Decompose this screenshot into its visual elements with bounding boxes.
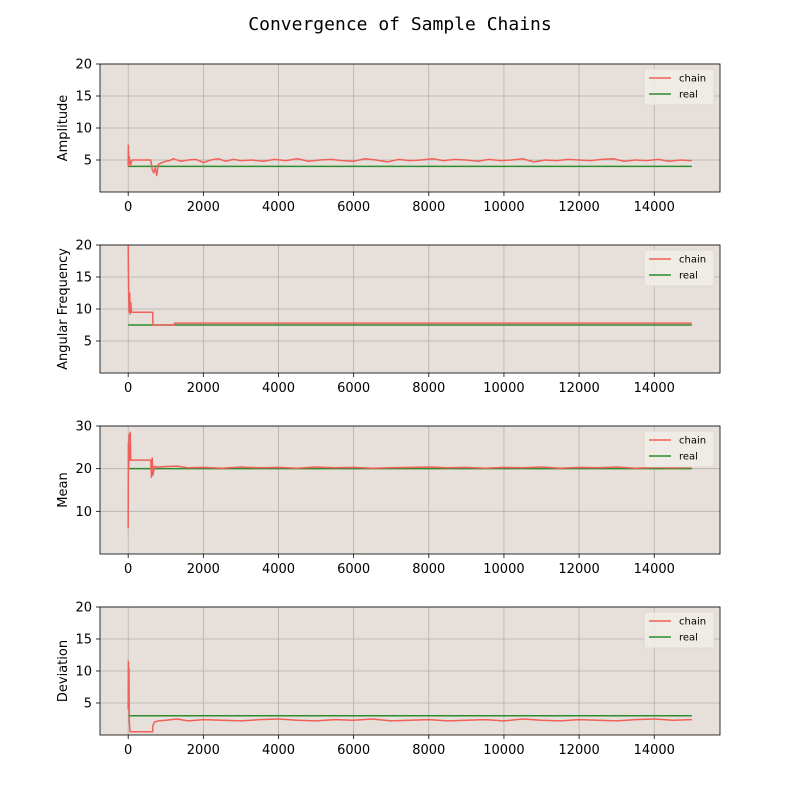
x-tick-label: 4000: [262, 200, 295, 215]
y-axis-label: Amplitude: [56, 95, 71, 162]
x-tick-label: 14000: [634, 200, 675, 215]
y-tick-label: 20: [75, 462, 92, 477]
y-tick-label: 15: [75, 633, 92, 648]
x-tick-label: 6000: [337, 743, 370, 758]
y-tick-label: 10: [75, 303, 92, 318]
x-tick-label: 14000: [634, 381, 675, 396]
legend: chain real: [643, 68, 715, 106]
legend: chain real: [643, 611, 715, 649]
series-line-chain: [127, 244, 692, 326]
y-tick-label: 30: [75, 420, 92, 435]
x-tick-label: 4000: [262, 743, 295, 758]
y-tick-label: 15: [75, 90, 92, 105]
x-tick-label: 6000: [337, 200, 370, 215]
y-tick-label: 5: [84, 154, 92, 169]
y-tick-label: 20: [75, 601, 92, 616]
x-tick-label: 0: [124, 381, 132, 396]
x-tick-label: 10000: [483, 381, 524, 396]
x-tick-label: 6000: [337, 562, 370, 577]
y-tick-label: 15: [75, 271, 92, 286]
subplot-3: 0 2000 4000 6000 8000 10000 12000 14000 10 20 30 Me…: [56, 420, 721, 577]
series-line-chain: [127, 144, 692, 177]
x-tick-label: 10000: [483, 562, 524, 577]
x-tick-label: 6000: [337, 381, 370, 396]
x-tick-label: 10000: [483, 200, 524, 215]
y-tick-label: 20: [75, 58, 92, 73]
axes-background: [100, 426, 720, 554]
subplot-1: 0 2000 4000 6000 8000 10000 12000 14000 5 10 15 20 A…: [56, 58, 721, 215]
y-tick-label: 10: [75, 505, 92, 520]
y-tick-label: 5: [84, 335, 92, 350]
x-tick-label: 0: [124, 200, 132, 215]
x-tick-label: 12000: [558, 743, 599, 758]
series-line-chain: [127, 660, 692, 733]
legend: chain real: [643, 430, 715, 468]
x-tick-label: 4000: [262, 381, 295, 396]
legend-label-real: real: [679, 271, 698, 282]
x-tick-label: 12000: [558, 200, 599, 215]
x-tick-label: 8000: [412, 381, 445, 396]
x-tick-label: 2000: [187, 743, 220, 758]
legend-label-chain: chain: [679, 255, 706, 266]
subplot-2: 0 2000 4000 6000 8000 10000 12000 14000 5 10 15 20 A…: [56, 239, 721, 396]
legend-label-real: real: [679, 633, 698, 644]
y-axis-label: Angular Frequency: [56, 248, 71, 370]
x-tick-label: 8000: [412, 743, 445, 758]
x-tick-label: 8000: [412, 562, 445, 577]
y-tick-label: 10: [75, 665, 92, 680]
subplot-4: 0 2000 4000 6000 8000 10000 12000 14000 5 10 15 20 D…: [56, 601, 721, 758]
x-tick-label: 12000: [558, 562, 599, 577]
x-tick-label: 2000: [187, 200, 220, 215]
series-line-chain: [127, 431, 692, 529]
x-tick-label: 2000: [187, 381, 220, 396]
x-tick-label: 4000: [262, 562, 295, 577]
legend-label-real: real: [679, 452, 698, 463]
x-tick-label: 2000: [187, 562, 220, 577]
legend: chain real: [643, 249, 715, 287]
x-tick-label: 12000: [558, 381, 599, 396]
y-tick-label: 10: [75, 122, 92, 137]
legend-label-real: real: [679, 90, 698, 101]
x-tick-label: 14000: [634, 743, 675, 758]
figure-title: Convergence of Sample Chains: [248, 14, 551, 35]
x-tick-label: 8000: [412, 200, 445, 215]
x-tick-label: 14000: [634, 562, 675, 577]
x-tick-label: 10000: [483, 743, 524, 758]
legend-label-chain: chain: [679, 74, 706, 85]
y-tick-label: 5: [84, 697, 92, 712]
x-tick-label: 0: [124, 743, 132, 758]
y-tick-label: 20: [75, 239, 92, 254]
y-axis-label: Deviation: [56, 640, 71, 702]
subplots: 0 2000 4000 6000 8000 10000 12000 140005101520A…: [56, 58, 721, 758]
x-tick-label: 0: [124, 562, 132, 577]
y-axis-label: Mean: [56, 472, 71, 507]
axes-frame: [99, 425, 721, 555]
legend-label-chain: chain: [679, 617, 706, 628]
legend-label-chain: chain: [679, 436, 706, 447]
